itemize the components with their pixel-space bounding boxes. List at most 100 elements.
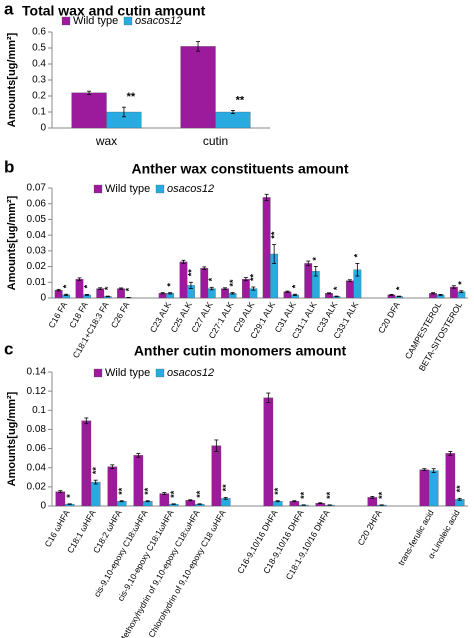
legend-swatch: [155, 368, 165, 378]
y-tick-label: 0.02: [27, 481, 47, 492]
panel-letter: b: [4, 157, 14, 176]
error-bar: [431, 292, 436, 295]
legend-swatch: [155, 184, 165, 194]
error-bar: [209, 286, 214, 291]
y-tick-label: 0: [40, 123, 46, 134]
error-bar: [451, 285, 456, 289]
significance-label: *: [82, 284, 92, 288]
y-tick-label: 0.06: [27, 443, 47, 454]
y-tick-label: 0.01: [27, 277, 47, 288]
bar: [345, 280, 354, 299]
significance-label: **: [169, 490, 179, 498]
error-bar: [77, 277, 82, 281]
y-tick-label: 0.4: [32, 59, 46, 70]
legend-swatch: [93, 368, 103, 378]
y-tick-label: 0.5: [32, 43, 46, 54]
significance-label: *: [353, 253, 363, 257]
error-bar: [105, 295, 110, 298]
error-bar: [56, 288, 61, 292]
significance-label: **: [455, 485, 465, 493]
error-bar: [196, 41, 201, 52]
error-bar: [275, 500, 280, 503]
y-tick-label: 0.08: [27, 424, 47, 435]
error-bar: [266, 392, 271, 404]
y-tick-label: 0.14: [27, 367, 47, 378]
y-tick-label: 0.04: [27, 462, 47, 473]
y-tick-label: 0.12: [27, 386, 47, 397]
error-bar: [251, 286, 256, 291]
significance-label: *: [62, 284, 72, 288]
y-tick-label: 0: [40, 501, 46, 512]
error-bar: [119, 287, 124, 290]
error-bar: [370, 496, 375, 499]
significance-label: *: [124, 287, 134, 291]
significance-label: **: [299, 491, 309, 499]
error-bar: [197, 503, 202, 505]
error-bar: [438, 293, 443, 296]
y-axis-label: Amounts[ug/mm²]: [6, 195, 18, 290]
significance-label: **: [325, 491, 335, 499]
y-tick-label: 0.06: [27, 198, 47, 209]
bar: [215, 111, 251, 129]
y-tick-label: 0.6: [32, 27, 46, 38]
bar: [445, 453, 456, 507]
significance-label: **: [221, 484, 231, 492]
error-bar: [202, 266, 207, 270]
bar: [221, 288, 229, 299]
y-tick-label: 0.1: [32, 107, 46, 118]
y-tick-label: 0.1: [32, 405, 46, 416]
panel-letter: c: [4, 339, 13, 358]
y-axis-label: Amounts[ug/mm²]: [6, 391, 18, 486]
error-bar: [110, 464, 115, 470]
significance-label: *: [103, 286, 113, 290]
panel-letter: a: [4, 0, 14, 18]
error-bar: [230, 110, 235, 114]
bar: [180, 46, 216, 129]
y-tick-label: 0.3: [32, 75, 46, 86]
bar: [211, 445, 222, 507]
legend-label: osacos12: [167, 183, 214, 195]
significance-label: *: [457, 281, 467, 285]
y-tick-label: 0.02: [27, 261, 47, 272]
error-bar: [162, 492, 167, 495]
error-bar: [119, 500, 124, 503]
error-bar: [84, 293, 89, 296]
y-tick-label: 0.05: [27, 214, 47, 225]
significance-label: **: [273, 487, 283, 495]
significance-label: **: [270, 231, 280, 239]
error-bar: [389, 293, 394, 296]
legend-label: Wild type: [105, 367, 150, 379]
error-bar: [313, 266, 318, 277]
error-bar: [318, 502, 323, 504]
error-bar: [459, 290, 464, 294]
error-bar: [448, 451, 453, 456]
bar: [107, 466, 118, 507]
legend-label: Wild type: [73, 15, 118, 27]
bar: [81, 420, 92, 507]
significance-label: **: [127, 91, 136, 103]
error-bar: [272, 244, 277, 264]
significance-label: **: [186, 269, 196, 277]
bar: [304, 263, 313, 299]
significance-label: **: [236, 94, 245, 106]
significance-label: *: [207, 277, 217, 281]
y-axis-label: Amounts[ug/mm²]: [6, 32, 18, 127]
significance-label: *: [65, 494, 75, 498]
error-bar: [292, 500, 297, 503]
error-bar: [84, 417, 89, 425]
error-bar: [171, 503, 176, 505]
significance-label: *: [166, 283, 176, 287]
significance-label: **: [249, 273, 259, 281]
significance-label: **: [117, 487, 127, 495]
significance-label: *: [311, 257, 321, 261]
error-bar: [347, 279, 352, 283]
error-bar: [98, 287, 103, 290]
error-bar: [188, 281, 193, 289]
legend-swatch: [93, 184, 103, 194]
error-bar: [431, 468, 436, 473]
error-bar: [334, 295, 339, 298]
error-bar: [168, 292, 173, 295]
significance-label: *: [290, 284, 300, 288]
